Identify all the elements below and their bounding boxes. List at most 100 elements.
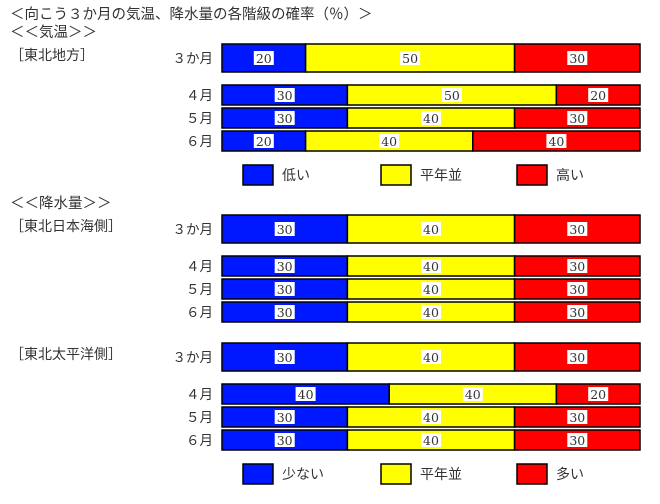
- data-label-bg: [274, 259, 295, 273]
- data-label: 30: [569, 282, 585, 297]
- row-label: ３か月: [173, 350, 214, 366]
- data-label-bg: [546, 134, 567, 148]
- data-label: 50: [444, 88, 460, 103]
- data-label: 40: [423, 410, 439, 425]
- bar-segment: [346, 214, 516, 244]
- section-heading: ＜＜気温＞＞: [10, 24, 97, 41]
- legend-swatch: [242, 164, 274, 186]
- data-label-bg: [421, 433, 441, 447]
- data-label: 30: [277, 433, 293, 448]
- data-label: 40: [423, 111, 439, 126]
- data-label-bg: [274, 222, 295, 236]
- data-label-bg: [295, 387, 316, 401]
- data-label-bg: [567, 222, 588, 236]
- data-label: 20: [590, 88, 606, 103]
- data-label-bg: [567, 282, 588, 296]
- legend-label: 少ない: [282, 467, 324, 483]
- data-label-bg: [400, 51, 421, 65]
- data-label-bg: [588, 387, 609, 401]
- data-label: 30: [569, 410, 585, 425]
- data-label: 30: [277, 259, 293, 274]
- data-label: 50: [402, 51, 418, 66]
- data-label: 40: [423, 282, 439, 297]
- data-label: 40: [423, 305, 439, 320]
- data-label-bg: [567, 410, 588, 424]
- data-label-bg: [567, 259, 588, 273]
- data-label-bg: [421, 305, 441, 319]
- data-label: 30: [569, 350, 585, 365]
- legend-label: 高い: [556, 167, 584, 184]
- data-label: 30: [277, 111, 293, 126]
- data-label-bg: [567, 350, 588, 364]
- data-label: 40: [381, 134, 397, 149]
- data-label: 40: [423, 222, 439, 237]
- data-label: 40: [423, 433, 439, 448]
- row-label: ６月: [186, 433, 213, 449]
- region-label: ［東北日本海側］: [10, 219, 122, 235]
- data-label-bg: [274, 433, 295, 447]
- legend-label: 多い: [556, 466, 584, 483]
- chart-title: ＜向こう３か月の気温、降水量の各階級の確率（％）＞: [10, 6, 373, 23]
- legend-label: 平年並: [420, 467, 462, 483]
- data-label: 30: [277, 222, 293, 237]
- row-label: ４月: [186, 88, 213, 104]
- data-label: 30: [569, 259, 585, 274]
- data-label-bg: [379, 134, 400, 148]
- row-label: ３か月: [173, 222, 214, 238]
- data-label-bg: [253, 134, 274, 148]
- data-label: 40: [548, 134, 564, 149]
- data-label-bg: [253, 51, 274, 65]
- data-label: 30: [277, 88, 293, 103]
- row-label: ５月: [186, 111, 213, 127]
- data-label: 20: [256, 134, 272, 149]
- data-label: 30: [569, 305, 585, 320]
- data-label-bg: [421, 111, 441, 125]
- section-heading: ＜＜降水量＞＞: [10, 195, 112, 212]
- data-label: 30: [277, 350, 293, 365]
- data-label-bg: [421, 410, 441, 424]
- region-label: ［東北地方］: [10, 48, 94, 64]
- data-label-bg: [274, 88, 295, 102]
- row-label: ６月: [186, 305, 213, 321]
- data-label-bg: [274, 305, 295, 319]
- row-label: ５月: [186, 410, 213, 426]
- data-label-bg: [421, 222, 441, 236]
- data-label: 40: [465, 387, 481, 402]
- row-label: ５月: [186, 282, 213, 298]
- legend-swatch: [242, 463, 274, 485]
- data-label: 30: [277, 410, 293, 425]
- data-label-bg: [421, 282, 441, 296]
- data-label: 30: [569, 433, 585, 448]
- data-label-bg: [588, 88, 609, 102]
- bar-segment: [304, 43, 516, 73]
- data-label: 30: [277, 282, 293, 297]
- row-label: ３か月: [173, 51, 214, 67]
- data-label: 30: [569, 222, 585, 237]
- data-label-bg: [421, 259, 441, 273]
- legend-label: 平年並: [420, 168, 462, 184]
- legend-label: 低い: [282, 168, 310, 184]
- legend-swatch: [380, 463, 412, 485]
- data-label: 20: [590, 387, 606, 402]
- data-label-bg: [441, 88, 462, 102]
- data-label-bg: [421, 350, 441, 364]
- data-label-bg: [274, 350, 295, 364]
- data-label-bg: [567, 51, 588, 65]
- row-label: ４月: [186, 387, 213, 403]
- data-label: 40: [423, 350, 439, 365]
- row-label: ６月: [186, 134, 213, 150]
- legend-swatch: [380, 164, 412, 186]
- data-label: 30: [569, 111, 585, 126]
- data-label-bg: [462, 387, 483, 401]
- data-label-bg: [567, 433, 588, 447]
- data-label-bg: [567, 305, 588, 319]
- row-label: ４月: [186, 259, 213, 275]
- region-label: ［東北太平洋側］: [10, 347, 122, 363]
- data-label: 30: [277, 305, 293, 320]
- data-label: 40: [298, 387, 314, 402]
- data-label-bg: [274, 410, 295, 424]
- data-label: 40: [423, 259, 439, 274]
- data-label-bg: [274, 282, 295, 296]
